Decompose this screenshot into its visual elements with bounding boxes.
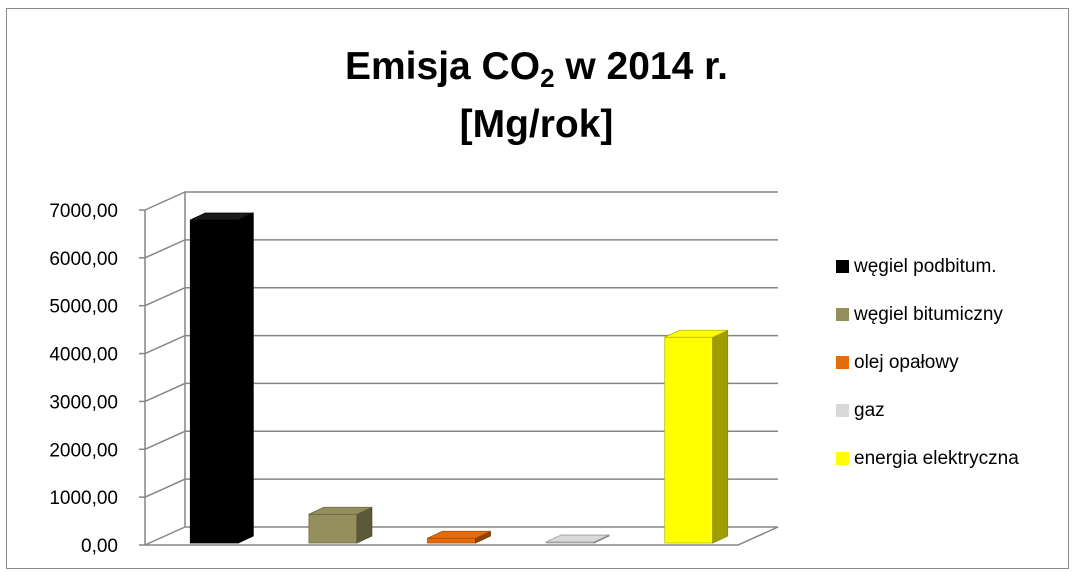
bar-top — [308, 506, 373, 515]
y-tick-label: 5000,00 — [49, 297, 118, 318]
gridline — [144, 191, 778, 211]
chart-title-line2: [Mg/rok] — [459, 103, 614, 146]
legend-swatch — [836, 260, 849, 273]
gridline — [144, 286, 778, 307]
bar — [545, 534, 610, 544]
y-tick-label: 4000,00 — [49, 345, 118, 366]
bar-top — [545, 534, 610, 543]
y-tick-label: 3000,00 — [49, 392, 118, 413]
y-tick-label: 7000,00 — [49, 201, 118, 222]
chart-title-main: Emisja CO — [344, 45, 541, 88]
bar — [189, 212, 254, 544]
legend-label: węgiel podbitum. — [853, 256, 997, 277]
floor — [144, 526, 779, 546]
legend-label: olej opałowy — [854, 352, 959, 373]
gridlines — [144, 191, 778, 498]
bar — [664, 329, 729, 544]
legend: węgiel podbitum. węgiel bitumiczny olej op… — [836, 256, 1019, 469]
bar-front — [308, 513, 358, 544]
legend-swatch — [836, 308, 849, 321]
bars — [189, 212, 729, 544]
chart-title-suffix: w 2014 r. — [554, 45, 728, 88]
bar-top — [190, 212, 254, 221]
chart-title: Emisja CO2 w 2014 r. [Mg/rok] — [0, 38, 1073, 154]
y-tick-label: 2000,00 — [49, 440, 118, 461]
legend-swatch — [836, 356, 849, 369]
bar-side — [712, 329, 729, 544]
y-tick-label: 6000,00 — [49, 249, 118, 270]
bar-top — [427, 530, 491, 539]
legend-label: energia elektryczna — [854, 448, 1019, 469]
legend-swatch — [836, 404, 849, 417]
gridline — [144, 430, 778, 450]
y-tick-label: 1000,00 — [49, 488, 118, 509]
chart-title-subscript: 2 — [540, 63, 555, 93]
y-axis: 0,00 1000,00 2000,00 3000,00 4000,00 5000,00 6… — [49, 201, 145, 557]
gridline — [144, 382, 778, 403]
gridline — [144, 239, 778, 259]
gridline — [144, 334, 778, 355]
y-tick-label: 0,00 — [81, 536, 118, 557]
legend-label: gaz — [854, 400, 885, 421]
bar-side — [237, 212, 254, 544]
bar — [308, 506, 373, 544]
bar-front — [189, 219, 239, 544]
bar-front — [427, 537, 476, 544]
legend-swatch — [836, 452, 849, 465]
bar-front — [664, 336, 714, 544]
bar — [427, 530, 491, 544]
bar-top — [664, 329, 728, 338]
legend-label: węgiel bitumiczny — [853, 304, 1003, 325]
chart-walls — [144, 192, 779, 546]
gridline — [144, 478, 778, 498]
